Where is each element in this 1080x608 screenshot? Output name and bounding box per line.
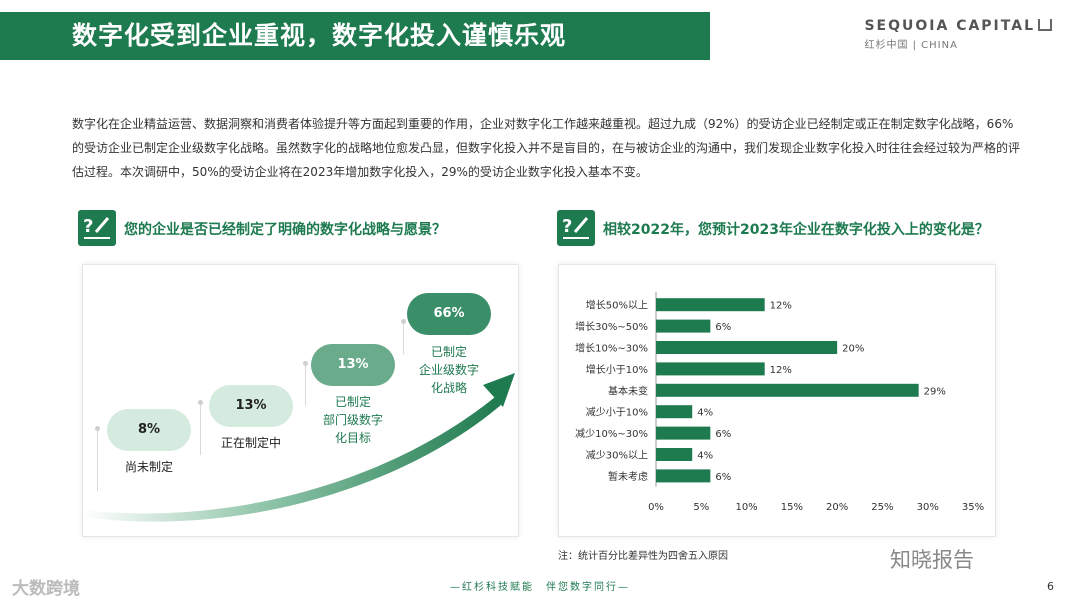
brand-logo: SEQUOIA CAPITAL 红杉中国 | CHINA <box>864 18 1052 51</box>
category-label: 增长10%~30% <box>575 342 648 355</box>
tick-label: 0% <box>648 502 664 513</box>
bar <box>656 383 919 397</box>
sequoia-mark-icon <box>1038 19 1052 31</box>
title-bar: 数字化受到企业重视，数字化投入谨慎乐观 <box>0 12 710 60</box>
strategy-stage-panel: 8% 尚未制定 13% 正在制定中 13% 已制定 部门级数字 化目标 66% … <box>82 264 519 537</box>
brand-main: SEQUOIA CAPITAL <box>864 18 1052 34</box>
stage-label-4: 已制定 企业级数字 化战略 <box>418 345 479 395</box>
growth-arrow <box>83 373 515 522</box>
category-label: 减少10%~30% <box>575 428 648 440</box>
left-question: 您的企业是否已经制定了明确的数字化战略与愿景？ <box>124 222 446 238</box>
watermark-left: 大数跨境 <box>12 579 80 599</box>
data-label: 6% <box>715 429 731 440</box>
stage-value-4: 66% <box>407 293 491 335</box>
stage-value-1: 8% <box>107 409 191 451</box>
tick-label: 10% <box>735 502 757 513</box>
stage-label-3: 已制定 部门级数字 化目标 <box>322 395 383 445</box>
brand-sub: 红杉中国 | CHINA <box>864 40 958 51</box>
data-label: 4% <box>697 408 713 419</box>
footer-slogan: —红杉科技赋能 伴您数字同行— <box>450 582 630 593</box>
data-label: 6% <box>715 322 731 333</box>
category-label: 减少30%以上 <box>586 450 648 462</box>
stage-label-1: 尚未制定 <box>124 460 173 474</box>
bar <box>656 341 838 354</box>
data-label: 4% <box>697 451 713 462</box>
svg-text:?: ? <box>83 216 93 237</box>
question-icon: ? <box>557 210 595 246</box>
bar <box>656 319 711 333</box>
bar <box>656 298 765 312</box>
bar <box>656 426 711 440</box>
svg-text:?: ? <box>562 216 572 237</box>
tick-label: 20% <box>826 502 848 513</box>
watermark-right: 知晓报告 <box>890 548 974 572</box>
bar <box>656 405 693 419</box>
category-label: 暂未考虑 <box>608 471 648 483</box>
category-label: 减少小于10% <box>586 407 648 419</box>
bar <box>656 362 765 376</box>
category-label: 增长30%~50% <box>575 320 648 333</box>
category-label: 基本未变 <box>608 384 648 397</box>
data-label: 12% <box>770 365 792 376</box>
stage-label-2: 正在制定中 <box>220 436 281 450</box>
category-label: 增长50%以上 <box>586 299 648 312</box>
data-label: 20% <box>842 344 864 355</box>
footnote: 注：统计百分比差异性为四舍五入原因 <box>558 551 728 562</box>
data-label: 6% <box>715 472 731 483</box>
tick-label: 15% <box>781 502 803 513</box>
intro-paragraph: 数字化在企业精益运营、数据洞察和消费者体验提升等方面起到重要的作用，企业对数字化… <box>72 117 1021 179</box>
investment-change-panel: 增长50%以上 12% 增长30%~50% 6% 增长10%~30% 20% 增长小于10%… <box>558 264 996 537</box>
page-number: 6 <box>1047 580 1054 593</box>
question-icon: ? <box>78 210 116 246</box>
category-label: 增长小于10% <box>586 363 648 376</box>
bar <box>656 469 711 483</box>
tick-label: 5% <box>693 502 709 513</box>
tick-label: 25% <box>871 502 893 513</box>
tick-label: 35% <box>962 502 984 513</box>
stage-value-2: 13% <box>209 385 293 427</box>
data-label: 29% <box>924 386 946 397</box>
data-label: 12% <box>770 301 792 312</box>
tick-label: 30% <box>917 502 939 513</box>
stage-value-3: 13% <box>311 344 395 386</box>
page-title: 数字化受到企业重视，数字化投入谨慎乐观 <box>72 21 567 50</box>
right-question: 相较2022年，您预计2023年企业在数字化投入上的变化是？ <box>603 222 989 238</box>
bar <box>656 448 693 461</box>
investment-bar-chart: 增长50%以上 12% 增长30%~50% 6% 增长10%~30% 20% 增长小于10%… <box>575 292 984 513</box>
